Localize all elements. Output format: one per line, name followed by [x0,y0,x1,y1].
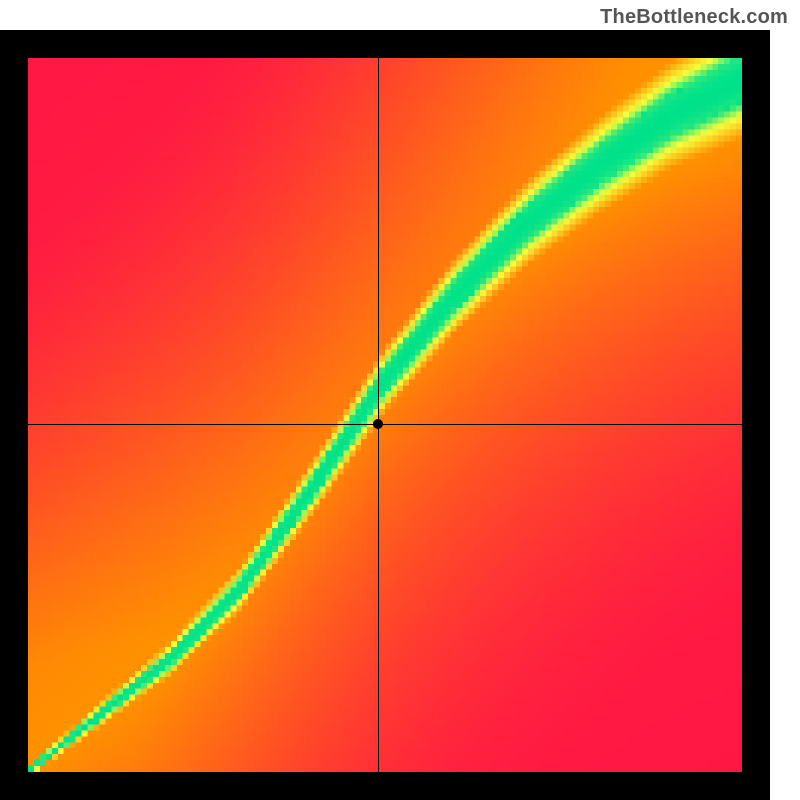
bottleneck-heatmap [28,58,742,772]
watermark-text: TheBottleneck.com [600,6,788,29]
crosshair-vertical [378,58,379,772]
page-container: TheBottleneck.com [0,0,800,800]
crosshair-horizontal [28,424,742,425]
